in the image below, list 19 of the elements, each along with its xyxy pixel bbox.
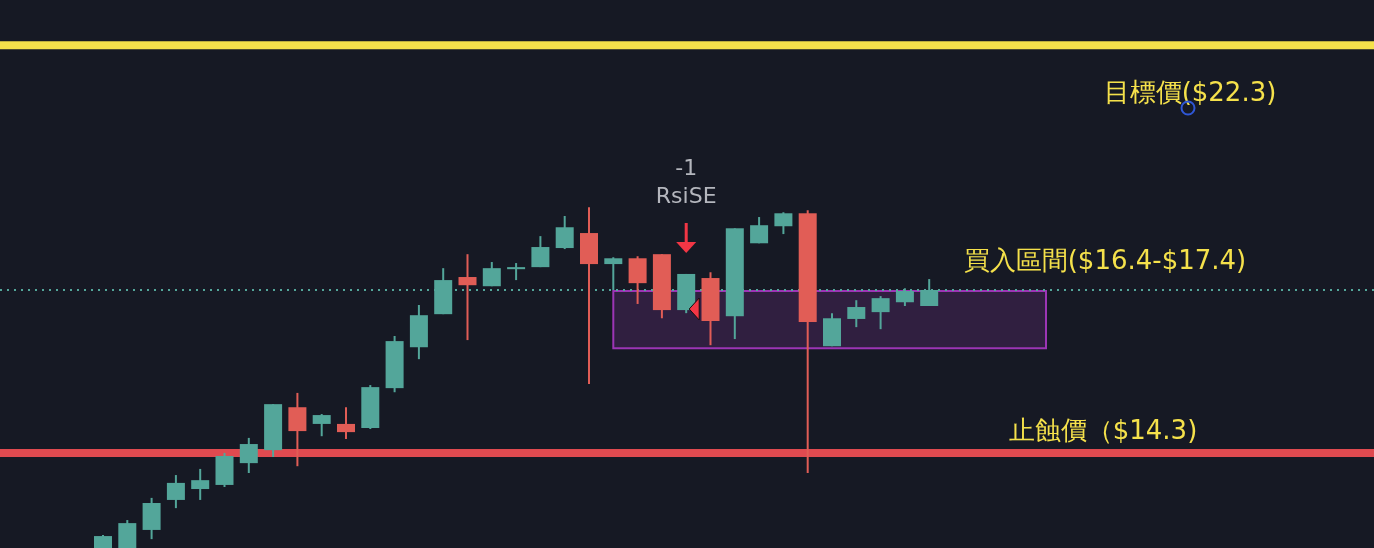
candlestick — [531, 235, 550, 269]
candlestick — [750, 216, 769, 245]
candlestick — [288, 391, 307, 468]
candlestick — [482, 261, 501, 288]
candlestick — [191, 467, 210, 501]
candlestick — [847, 299, 866, 329]
candlestick — [239, 436, 258, 475]
candlestick — [774, 211, 793, 236]
candlestick — [312, 413, 331, 438]
text: 目標價($22.3) — [1103, 77, 1277, 107]
annotation: RsiSE — [655, 183, 717, 208]
candlestick — [166, 474, 185, 510]
candlestick — [337, 406, 355, 440]
text: -1 — [675, 155, 698, 180]
ref-line-label: 止蝕價（$14.3) — [1008, 414, 1198, 445]
candlestick — [458, 253, 477, 342]
candlestick — [555, 215, 574, 251]
candlestick — [871, 295, 890, 331]
band-label: 買入區間($16.4-$17.4) — [963, 245, 1247, 275]
